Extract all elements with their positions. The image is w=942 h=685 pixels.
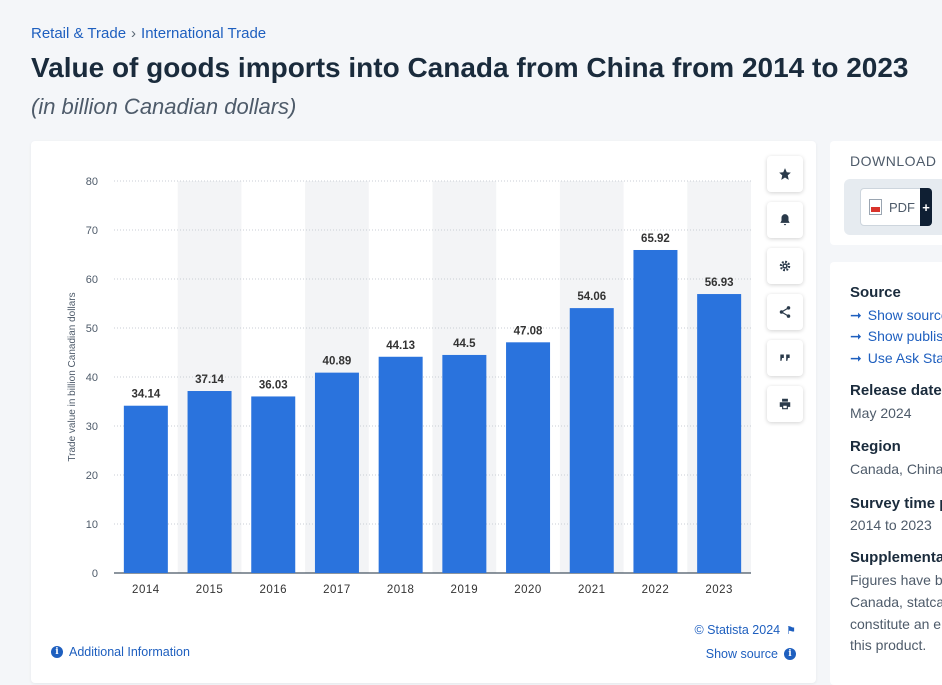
bar: [187, 391, 232, 573]
supplementary-notes-heading: Supplementary notes: [850, 549, 942, 566]
info-icon: i: [784, 648, 796, 660]
show-source-link[interactable]: Show source i: [706, 647, 796, 661]
release-date-value: May 2024: [850, 405, 912, 421]
show-source-info-link[interactable]: ➞ Show source: [850, 307, 942, 324]
print-icon: [779, 398, 791, 410]
y-tick-label: 50: [86, 323, 98, 335]
pdf-file-icon: [869, 199, 882, 215]
statistic-info-card: Source ➞ Show source ➞ Show publisher ➞ Use…: [830, 262, 942, 685]
bar: [506, 342, 551, 573]
pdf-download-button[interactable]: PDF: [860, 188, 930, 226]
show-source-label: Show source: [705, 647, 778, 661]
bar-value-label: 56.93: [705, 277, 734, 289]
notification-button[interactable]: [767, 202, 803, 238]
share-button[interactable]: [767, 294, 803, 330]
y-tick-label: 60: [86, 274, 98, 286]
x-tick-label: 2020: [514, 584, 542, 596]
bar-value-label: 65.92: [641, 233, 670, 245]
bar-chart: 0 10 20 30 40 50 60 70 80 34.14 2014 37.14 2015 36.03…: [67, 176, 751, 596]
y-axis-label: Trade value in billion Canadian dollars: [67, 292, 78, 461]
download-card: DOWNLOAD PDF +: [830, 141, 942, 245]
additional-information-link[interactable]: i Additional Information: [51, 645, 190, 659]
arrow-right-icon: ➞: [850, 328, 862, 344]
bar: [569, 308, 614, 573]
bar: [442, 354, 487, 573]
bar-value-label: 36.03: [259, 379, 288, 391]
bar: [697, 294, 742, 573]
supplementary-note-line: constitute an e: [850, 616, 942, 632]
breadcrumb-retail-trade[interactable]: Retail & Trade: [31, 25, 127, 42]
region-value: Canada, China: [850, 461, 942, 477]
flag-icon: ⚑: [786, 624, 796, 637]
x-tick-label: 2019: [451, 584, 479, 596]
breadcrumb-separator: ›: [131, 25, 137, 42]
source-heading: Source: [850, 284, 901, 301]
bar: [633, 249, 678, 573]
quote-icon: [780, 354, 790, 361]
print-button[interactable]: [767, 386, 803, 422]
show-publisher-label: Show publisher: [867, 328, 942, 344]
additional-information-label: Additional Information: [69, 645, 190, 659]
pdf-plus-button[interactable]: +: [920, 188, 932, 226]
info-icon: i: [51, 646, 63, 658]
download-area: PDF +: [844, 179, 942, 235]
bar-value-label: 44.5: [453, 338, 476, 350]
page-subtitle: (in billion Canadian dollars): [31, 94, 297, 119]
breadcrumb: Retail & Trade › International Trade: [31, 25, 266, 42]
gear-icon: [779, 260, 791, 272]
copyright-label: © Statista 2024: [694, 623, 781, 637]
y-tick-label: 30: [86, 421, 98, 433]
bar-value-label: 34.14: [131, 389, 160, 401]
breadcrumb-international-trade[interactable]: International Trade: [141, 25, 267, 42]
page-title: Value of goods imports into Canada from …: [31, 52, 909, 83]
chart-card: 0 10 20 30 40 50 60 70 80 34.14 2014 37.14 2015 36.03…: [31, 141, 816, 683]
ask-statista-label: Use Ask Statista: [867, 350, 942, 366]
share-icon: [779, 306, 791, 318]
region-heading: Region: [850, 438, 901, 455]
supplementary-note-line: Canada, statcan: [850, 594, 942, 610]
bar: [123, 405, 168, 573]
show-publisher-link[interactable]: ➞ Show publisher: [850, 328, 942, 345]
y-tick-label: 70: [86, 225, 98, 237]
y-tick-label: 80: [86, 176, 98, 188]
settings-button[interactable]: [767, 248, 803, 284]
survey-period-value: 2014 to 2023: [850, 517, 932, 533]
arrow-right-icon: ➞: [850, 350, 862, 366]
supplementary-note-line: this product.: [850, 637, 927, 653]
bar-value-label: 44.13: [386, 340, 415, 352]
favorite-button[interactable]: [767, 156, 803, 192]
cite-button[interactable]: [767, 340, 803, 376]
bar-value-label: 40.89: [323, 356, 352, 368]
show-source-info-label: Show source: [867, 307, 942, 323]
ask-statista-link[interactable]: ➞ Use Ask Statista: [850, 350, 942, 367]
download-title: DOWNLOAD: [850, 153, 937, 169]
x-tick-label: 2021: [578, 584, 606, 596]
x-tick-label: 2023: [705, 584, 733, 596]
x-tick-label: 2014: [132, 584, 160, 596]
release-date-heading: Release date: [850, 382, 942, 399]
x-tick-label: 2022: [642, 584, 670, 596]
y-tick-label: 20: [86, 470, 98, 482]
pdf-label: PDF: [889, 199, 915, 215]
supplementary-note-line: Figures have been: [850, 572, 942, 588]
bar: [251, 396, 296, 573]
bar-value-label: 37.14: [195, 374, 224, 386]
arrow-right-icon: ➞: [850, 307, 862, 323]
chart-toolbar: [767, 156, 803, 432]
y-tick-label: 10: [86, 519, 98, 531]
y-tick-label: 40: [86, 372, 98, 384]
star-icon: [779, 168, 791, 180]
statista-copyright[interactable]: © Statista 2024 ⚑: [694, 623, 796, 637]
bell-icon: [780, 214, 790, 226]
x-tick-label: 2016: [259, 584, 287, 596]
bar-value-label: 54.06: [577, 291, 606, 303]
x-tick-label: 2015: [196, 584, 224, 596]
x-tick-label: 2018: [387, 584, 415, 596]
bar-value-label: 47.08: [514, 325, 543, 337]
survey-period-heading: Survey time period: [850, 495, 942, 512]
bar: [314, 372, 359, 573]
y-tick-label: 0: [92, 568, 98, 580]
x-tick-label: 2017: [323, 584, 351, 596]
bar: [378, 356, 423, 573]
